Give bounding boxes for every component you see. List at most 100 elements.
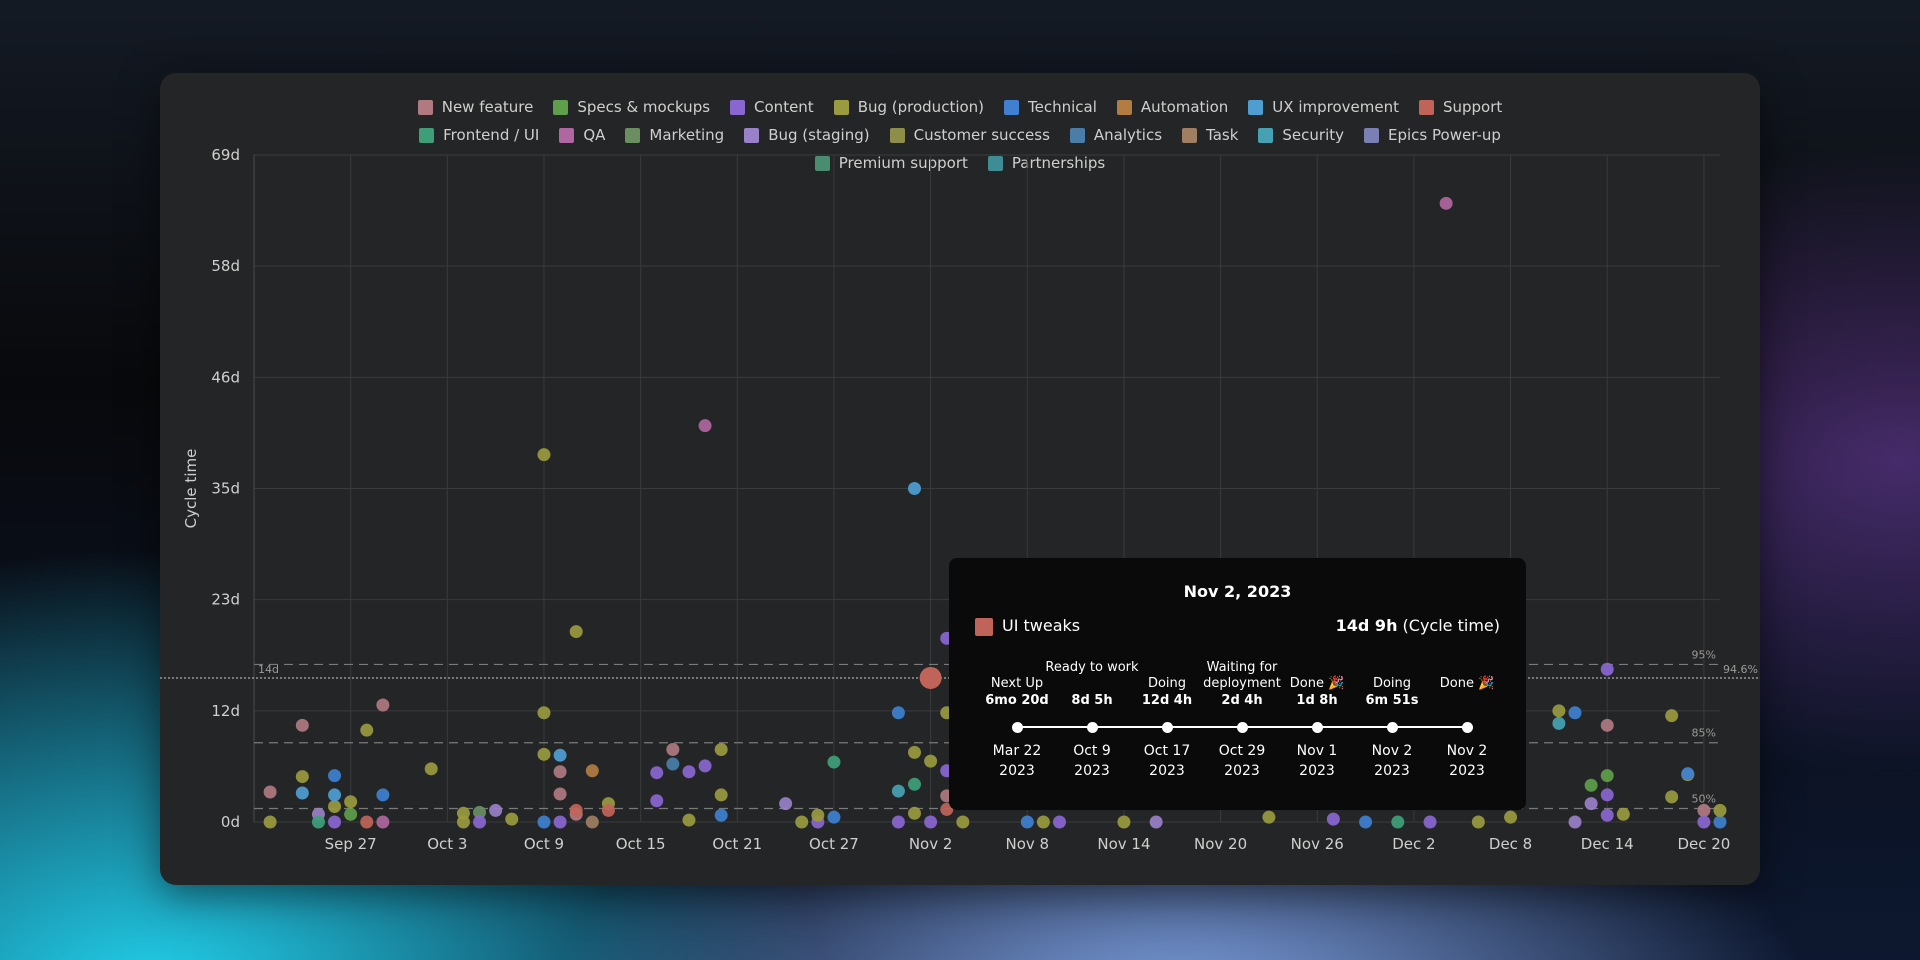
- stage-dot: [1161, 722, 1173, 733]
- stage-date-line2: 2023: [1449, 763, 1485, 779]
- stage-date-line1: Nov 1: [1296, 743, 1338, 759]
- legend-swatch: [987, 155, 1003, 171]
- data-point: [1020, 815, 1034, 829]
- stage-label: Done 🎉: [1289, 676, 1345, 691]
- legend-item[interactable]: Frontend / UI: [419, 124, 539, 146]
- legend-swatch: [419, 127, 435, 143]
- legend-item[interactable]: Bug (staging): [744, 124, 870, 146]
- x-tick-label: Dec 14: [1581, 835, 1634, 853]
- legend-item[interactable]: Epics Power-up: [1364, 124, 1501, 146]
- legend-item[interactable]: Support: [1418, 96, 1502, 118]
- legend-item[interactable]: Technical: [1004, 96, 1097, 118]
- data-point: [1616, 807, 1630, 821]
- data-point: [553, 748, 567, 762]
- legend-item[interactable]: Analytics: [1069, 124, 1162, 146]
- data-point: [1036, 815, 1050, 829]
- data-point: [537, 448, 551, 462]
- y-axis-title: Cycle time: [182, 449, 200, 529]
- legend-item[interactable]: Content: [730, 96, 814, 118]
- data-point: [1600, 662, 1614, 676]
- stage-label: Waiting for deployment: [1203, 660, 1281, 691]
- legend-label: Bug (production): [857, 98, 985, 116]
- legend-item[interactable]: Specs & mockups: [553, 96, 710, 118]
- legend-label: UX improvement: [1272, 98, 1399, 116]
- legend-swatch: [889, 127, 905, 143]
- legend-item[interactable]: QA: [559, 124, 605, 146]
- data-point: [1697, 803, 1711, 817]
- data-point: [1713, 815, 1727, 829]
- x-tick-label: Nov 8: [1005, 835, 1049, 853]
- data-point: [1359, 815, 1373, 829]
- stage-date: Nov 1 2023: [1267, 741, 1367, 781]
- stage-duration: 6m 51s: [1365, 693, 1419, 708]
- stage-date: Nov 2 2023: [1417, 741, 1517, 781]
- legend-item[interactable]: Bug (production): [833, 96, 985, 118]
- data-point: [553, 815, 567, 829]
- stage-dot: [1086, 722, 1098, 733]
- legend-swatch: [814, 155, 830, 171]
- data-point: [569, 803, 583, 817]
- x-tick-label: Dec 2: [1392, 835, 1435, 853]
- stage-date-line1: Oct 29: [1218, 743, 1266, 759]
- data-point: [827, 810, 841, 824]
- data-point: [1149, 815, 1163, 829]
- legend-item[interactable]: Task: [1182, 124, 1238, 146]
- data-point: [1600, 769, 1614, 783]
- legend-item[interactable]: Premium support: [814, 152, 968, 174]
- x-tick-label: Oct 21: [712, 835, 762, 853]
- legend-item[interactable]: Marketing: [625, 124, 724, 146]
- legend-label: Marketing: [649, 126, 725, 144]
- legend-item[interactable]: Automation: [1116, 96, 1228, 118]
- stage-date-line2: 2023: [1074, 763, 1110, 779]
- data-point: [908, 482, 922, 495]
- data-point: [1552, 716, 1566, 730]
- legend-swatch: [1116, 99, 1132, 115]
- y-tick-label: 69d: [211, 146, 240, 164]
- legend-label: QA: [583, 126, 606, 144]
- data-point: [650, 766, 664, 780]
- legend-item[interactable]: Customer success: [889, 124, 1050, 146]
- stage-label: Doing: [1147, 676, 1187, 691]
- data-point: [553, 787, 567, 801]
- legend-swatch: [1248, 99, 1264, 115]
- legend-item[interactable]: Security: [1258, 124, 1344, 146]
- hover-line-value-label: 14d: [258, 663, 279, 676]
- stage-duration: 1d 8h: [1296, 693, 1338, 708]
- stage-date-line1: Oct 17: [1143, 743, 1191, 759]
- chart-legend: New feature Specs & mockups Content Bug (pr…: [160, 96, 1760, 174]
- data-point: [1568, 706, 1582, 720]
- data-point: [537, 747, 551, 761]
- data-point: [924, 815, 938, 829]
- stage-date-line2: 2023: [999, 763, 1035, 779]
- legend-label: Customer success: [913, 126, 1050, 144]
- data-point: [569, 625, 583, 639]
- data-point: [1471, 815, 1485, 829]
- stage-duration: 2d 4h: [1221, 693, 1263, 708]
- data-point: [328, 788, 342, 802]
- x-tick-label: Nov 2: [909, 835, 953, 853]
- data-point: [1600, 808, 1614, 822]
- legend-swatch: [1069, 127, 1085, 143]
- data-point: [473, 815, 487, 829]
- tooltip-cycle-suffix: (Cycle time): [1402, 616, 1500, 635]
- stage-date-line2: 2023: [1149, 763, 1185, 779]
- data-point: [376, 815, 390, 829]
- legend-swatch: [1364, 127, 1380, 143]
- data-point: [682, 813, 696, 827]
- legend-item[interactable]: Partnerships: [987, 152, 1105, 174]
- data-point: [489, 803, 503, 817]
- legend-label: Premium support: [838, 154, 968, 172]
- stage-date-line2: 2023: [1224, 763, 1260, 779]
- x-tick-label: Oct 9: [524, 835, 564, 853]
- data-point: [473, 805, 487, 819]
- stage-label: Done 🎉: [1439, 676, 1495, 691]
- legend-item[interactable]: New feature: [417, 96, 533, 118]
- data-point: [376, 698, 390, 712]
- legend-swatch: [1004, 99, 1020, 115]
- percentile-label: 95%: [1692, 648, 1716, 661]
- legend-item[interactable]: UX improvement: [1248, 96, 1399, 118]
- data-point: [295, 718, 309, 732]
- stage-label: Next Up: [990, 676, 1044, 691]
- data-point: [295, 786, 309, 800]
- stage-date: Oct 9 2023: [1042, 741, 1142, 781]
